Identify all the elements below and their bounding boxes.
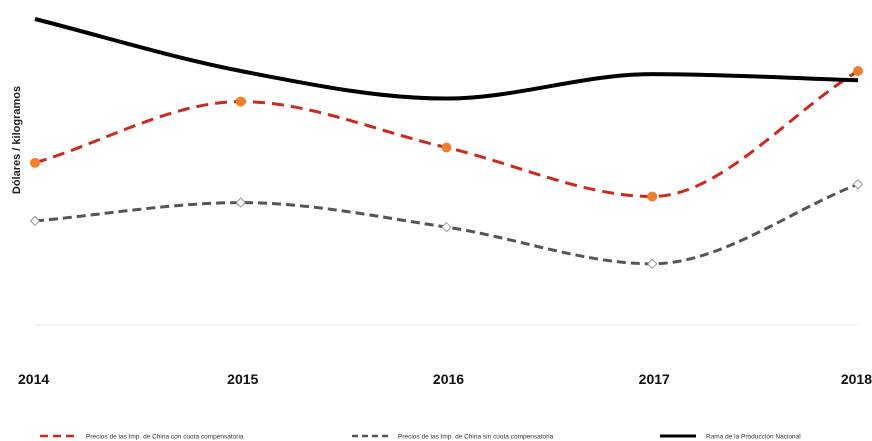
data-point (29, 215, 41, 227)
x-tick-label: 2014 (18, 371, 49, 387)
series-3 (34, 17, 859, 101)
legend: Precios de las Imp. de China con cuota c… (40, 434, 801, 441)
x-tick-label: 2016 (433, 371, 464, 387)
legend-label: Precios de las Imp. de China con cuota c… (86, 434, 244, 441)
data-point (441, 142, 452, 153)
legend-label: Rama de la Producción Nacional (706, 434, 801, 441)
series-1 (30, 66, 863, 202)
data-point (235, 96, 246, 107)
data-point (647, 258, 658, 270)
data-point (647, 191, 658, 202)
x-axis-ticks: 2014 2015 2016 2017 2018 (18, 371, 872, 387)
series-line (34, 69, 859, 198)
data-point (235, 197, 246, 208)
data-point (441, 221, 452, 233)
legend-item: Precios de las Imp. de China con cuota c… (40, 434, 244, 441)
y-axis-label: Dólares / kilogramos (11, 86, 23, 194)
series-line (34, 17, 859, 101)
series-layer (29, 17, 864, 270)
data-point (30, 157, 40, 168)
legend-label: Precios de las Imp. de China sin cuota c… (398, 434, 554, 441)
data-point (852, 179, 864, 190)
x-tick-label: 2015 (227, 371, 258, 387)
x-tick-label: 2017 (639, 371, 670, 387)
data-point (853, 66, 863, 77)
x-tick-label: 2018 (841, 371, 872, 387)
series-2 (29, 179, 864, 270)
legend-item: Rama de la Producción Nacional (660, 434, 801, 441)
legend-item: Precios de las Imp. de China sin cuota c… (352, 434, 554, 441)
